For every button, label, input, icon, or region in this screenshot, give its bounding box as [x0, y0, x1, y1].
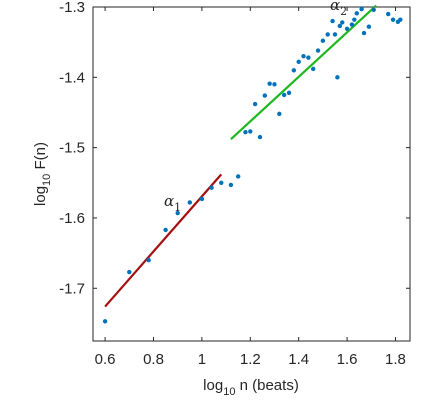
data-point [248, 129, 253, 134]
data-point [335, 75, 340, 80]
data-point [163, 227, 168, 233]
y-tick-label: -1.7 [59, 280, 85, 297]
data-point [272, 82, 277, 87]
data-point [390, 17, 396, 22]
x-axis-label: log10 n (beats) [203, 377, 299, 398]
data-point [366, 24, 372, 29]
x-tick-label: 0.6 [95, 351, 116, 368]
data-point [340, 20, 345, 25]
fit-lines [104, 4, 377, 308]
data-point [187, 200, 192, 205]
data-point [102, 319, 108, 324]
x-tick-label: 1.4 [288, 351, 309, 368]
y-tick-label: -1.5 [59, 140, 85, 157]
data-point [371, 7, 376, 13]
data-point [352, 17, 357, 22]
data-point [281, 92, 287, 98]
data-point [146, 257, 151, 263]
data-point [330, 18, 335, 24]
data-point [262, 93, 268, 98]
data-point [243, 129, 248, 135]
data-point [235, 174, 241, 179]
data-point [315, 48, 321, 53]
y-axis-ticks: -1.7 -1.6 -1.5 -1.4 -1.3 [59, 0, 410, 297]
data-point [228, 182, 234, 188]
data-point [219, 180, 224, 185]
data-point [349, 22, 355, 27]
data-point [325, 32, 330, 37]
data-point [286, 90, 292, 95]
y-axis-label: log10 F(n) [32, 142, 53, 206]
x-tick-label: 1 [198, 351, 206, 368]
data-point [296, 59, 301, 65]
data-point [332, 32, 338, 37]
data-point [252, 101, 258, 107]
data-point [127, 269, 132, 275]
data-point [209, 185, 214, 190]
data-point [359, 6, 364, 12]
data-point [257, 134, 263, 140]
scatter-points [102, 6, 403, 324]
data-point [267, 81, 272, 86]
data-point [277, 111, 282, 117]
data-point [320, 38, 326, 43]
x-tick-label: 1.8 [385, 351, 406, 368]
data-point [398, 17, 403, 22]
data-point [344, 26, 350, 31]
plot-area [92, 6, 411, 342]
data-point [361, 30, 367, 36]
data-point [386, 11, 391, 17]
x-axis-ticks: 0.6 0.8 1 1.2 1.4 1.6 1.8 [95, 7, 406, 368]
data-point [199, 196, 205, 202]
y-tick-label: -1.3 [59, 0, 85, 16]
x-tick-label: 1.6 [337, 351, 358, 368]
fit-line-2 [230, 4, 377, 141]
data-point [301, 54, 306, 59]
annotation-alpha-2: α2 [330, 0, 347, 18]
y-tick-label: -1.6 [59, 210, 85, 227]
data-point [337, 23, 343, 29]
x-tick-label: 1.2 [240, 351, 261, 368]
data-point [311, 66, 316, 72]
y-tick-label: -1.4 [59, 69, 85, 86]
data-point [175, 210, 180, 216]
x-tick-label: 0.8 [143, 351, 164, 368]
fit-line-1 [104, 173, 223, 308]
data-point [291, 68, 297, 73]
data-point [306, 55, 311, 60]
data-point [354, 11, 359, 16]
